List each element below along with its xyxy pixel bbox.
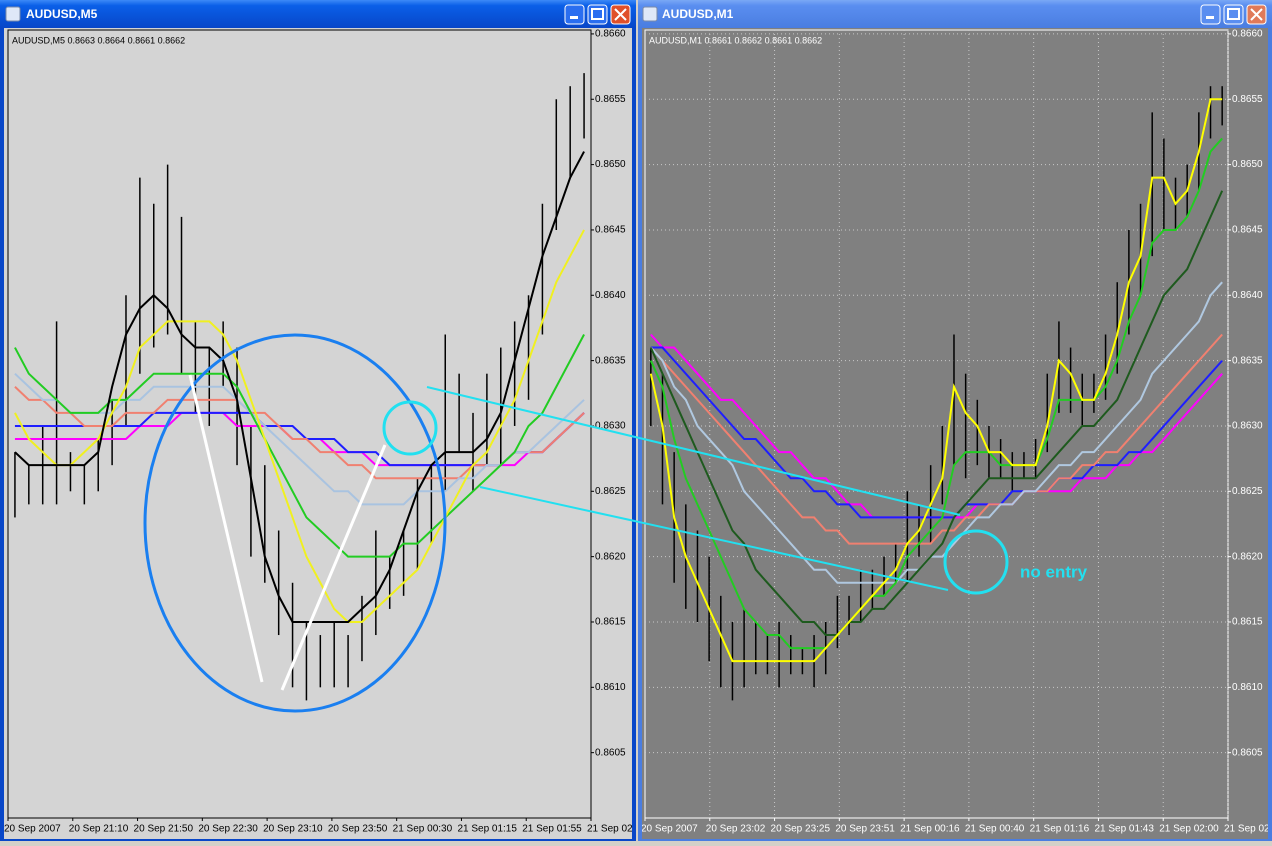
x-tick-label: 20 Sep 22:30 (198, 824, 258, 835)
y-tick-label: 0.8620 (1232, 551, 1263, 562)
window-title: AUDUSD,M5 (26, 7, 98, 21)
chart-left: 0.8660 0.8655 0.8650 0.8645 0.8640 0.8635 0.86… (4, 28, 635, 839)
chart-right: 0.8660 0.8655 0.8650 0.8645 0.8640 0.8635 0.86… (641, 28, 1272, 839)
window-title: AUDUSD,M1 (662, 7, 734, 21)
x-tick-label: 20 Sep 2007 (641, 824, 698, 835)
x-tick-label: 21 Sep 02: (587, 824, 635, 835)
y-tick-label: 0.8655 (595, 94, 626, 105)
x-tick-label: 20 Sep 21:50 (134, 824, 194, 835)
y-tick-label: 0.8635 (1232, 355, 1263, 366)
x-tick-label: 21 Sep 02:00 (1159, 824, 1219, 835)
x-tick-label: 21 Sep 00:40 (965, 824, 1025, 835)
moving-average (650, 281, 1223, 584)
y-tick-label: 0.8610 (595, 682, 626, 693)
title-bar[interactable] (638, 0, 1272, 28)
chart-info: AUDUSD,M5 0.8663 0.8664 0.8661 0.8662 (12, 35, 185, 45)
window-icon (642, 6, 658, 22)
y-tick-label: 0.8660 (595, 29, 626, 40)
x-tick-label: 21 Sep 02: (1224, 824, 1272, 835)
y-tick-label: 0.8635 (595, 355, 626, 366)
x-tick-label: 20 Sep 21:10 (69, 824, 129, 835)
y-tick-label: 0.8630 (595, 421, 626, 432)
minimize-glyph (1206, 16, 1214, 19)
y-tick-label: 0.8645 (595, 225, 626, 236)
x-tick-label: 21 Sep 01:16 (1030, 824, 1090, 835)
maximize-button[interactable] (587, 4, 608, 25)
x-tick-label: 21 Sep 01:55 (522, 824, 582, 835)
annotation-circle (382, 400, 438, 456)
annotation-line (280, 444, 387, 691)
x-tick-label: 20 Sep 23:02 (706, 824, 766, 835)
x-tick-label: 20 Sep 23:10 (263, 824, 323, 835)
title-bar[interactable] (0, 0, 636, 28)
moving-average (649, 137, 1223, 650)
x-tick-label: 21 Sep 00:16 (900, 824, 960, 835)
moving-average (14, 229, 585, 623)
moving-average (650, 346, 1223, 519)
moving-average (650, 333, 1223, 545)
moving-average (14, 151, 585, 623)
x-tick-label: 21 Sep 01:43 (1094, 824, 1154, 835)
y-tick-label: 0.8610 (1232, 682, 1263, 693)
y-tick-label: 0.8650 (595, 159, 626, 170)
chart-background (642, 28, 1268, 839)
plot-border (7, 29, 592, 819)
y-tick-label: 0.8640 (1232, 290, 1263, 301)
annotation-circle (943, 529, 1009, 595)
close-glyph (1250, 8, 1263, 21)
y-tick-label: 0.8655 (1232, 94, 1263, 105)
y-tick-label: 0.8615 (1232, 617, 1263, 628)
chart-background (4, 28, 632, 839)
y-tick-label: 0.8620 (595, 551, 626, 562)
annotation-line (188, 374, 264, 683)
moving-average (649, 190, 1224, 637)
close-glyph (614, 8, 627, 21)
annotation-text: no entry (1020, 562, 1088, 581)
y-tick-label: 0.8630 (1232, 421, 1263, 432)
minimize-button[interactable] (564, 4, 585, 25)
maximize-glyph (591, 8, 604, 20)
annotation-line (426, 386, 961, 516)
minimize-glyph (570, 16, 578, 19)
y-tick-label: 0.8615 (595, 617, 626, 628)
x-tick-label: 20 Sep 2007 (4, 824, 61, 835)
x-tick-label: 20 Sep 23:25 (771, 824, 831, 835)
moving-average (14, 372, 585, 506)
chart-info: AUDUSD,M1 0.8661 0.8662 0.8661 0.8662 (649, 35, 822, 45)
moving-average (649, 98, 1223, 663)
maximize-button[interactable] (1223, 4, 1244, 25)
x-tick-label: 21 Sep 00:30 (393, 824, 453, 835)
annotations: no entry (143, 333, 1088, 713)
minimize-button[interactable] (1200, 4, 1221, 25)
annotation-line (479, 486, 949, 591)
y-tick-label: 0.8605 (1232, 747, 1263, 758)
x-tick-label: 20 Sep 23:50 (328, 824, 388, 835)
maximize-glyph (1227, 8, 1240, 20)
plot-border (644, 29, 1229, 819)
y-tick-label: 0.8605 (595, 747, 626, 758)
y-tick-label: 0.8645 (1232, 225, 1263, 236)
y-tick-label: 0.8660 (1232, 29, 1263, 40)
x-tick-label: 21 Sep 01:15 (457, 824, 517, 835)
y-tick-label: 0.8625 (595, 486, 626, 497)
y-tick-label: 0.8625 (1232, 486, 1263, 497)
annotation-ellipse (143, 333, 447, 713)
y-tick-label: 0.8640 (595, 290, 626, 301)
x-tick-label: 20 Sep 23:51 (835, 824, 895, 835)
window-icon (5, 6, 21, 22)
y-tick-label: 0.8650 (1232, 159, 1263, 170)
